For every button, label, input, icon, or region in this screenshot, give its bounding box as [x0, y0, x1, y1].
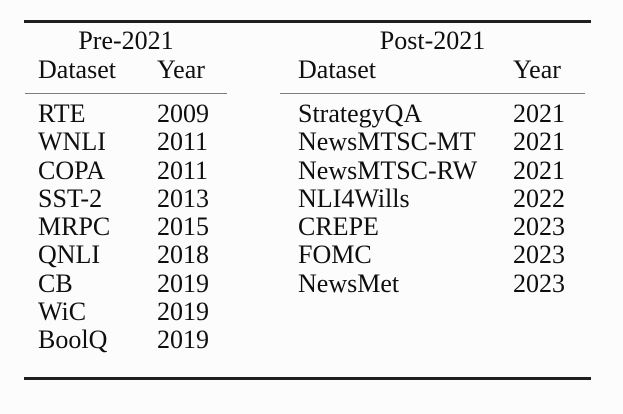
dataset-cell: COPA	[38, 155, 105, 185]
table-row: MRPC 2015	[25, 212, 227, 242]
year-cell: 2015	[157, 212, 209, 242]
table-bottom-rule	[24, 377, 591, 380]
post-2021-column-headers: Dataset Year	[280, 55, 585, 84]
pre-2021-column-group: Pre-2021 Dataset Year RTE 2009 WNLI 2011…	[25, 26, 227, 355]
table-row: QNLI 2018	[25, 240, 227, 270]
table-row: CREPE 2023	[280, 212, 585, 242]
year-cell: 2023	[513, 268, 565, 298]
dataset-cell: NewsMet	[298, 268, 400, 298]
dataset-cell: RTE	[38, 99, 86, 128]
pre-2021-dataset-column-header: Dataset	[38, 55, 116, 84]
dataset-cell: NewsMTSC-MT	[298, 127, 476, 157]
post-2021-year-column-header: Year	[513, 55, 561, 84]
table-row: RTE 2009	[25, 99, 227, 128]
dataset-cell: FOMC	[298, 240, 372, 270]
year-cell: 2009	[157, 99, 209, 128]
year-cell: 2019	[157, 325, 209, 355]
year-cell: 2023	[513, 240, 565, 270]
year-cell: 2021	[513, 99, 565, 128]
group-title-pre-2021: Pre-2021	[78, 26, 174, 55]
year-cell: 2022	[513, 183, 565, 213]
table-row: FOMC 2023	[280, 240, 585, 270]
year-cell: 2021	[513, 155, 565, 185]
table-row: SST-2 2013	[25, 183, 227, 213]
dataset-cell: BoolQ	[38, 325, 108, 355]
dataset-cell: CB	[38, 268, 73, 298]
dataset-cell: NLI4Wills	[298, 183, 410, 213]
table-row: NewsMet 2023	[280, 268, 585, 298]
post-2021-header-midrule	[280, 93, 585, 94]
table-row: WNLI 2011	[25, 127, 227, 157]
table-row: WiC 2019	[25, 297, 227, 327]
dataset-cell: QNLI	[38, 240, 101, 270]
pre-2021-header-midrule	[25, 93, 227, 94]
post-2021-column-group: Post-2021 Dataset Year StrategyQA 2021 N…	[280, 26, 585, 298]
year-cell: 2011	[157, 127, 209, 157]
table-row: NewsMTSC-RW 2021	[280, 155, 585, 185]
dataset-cell: CREPE	[298, 212, 379, 242]
dataset-cell: WNLI	[38, 127, 106, 157]
year-cell: 2023	[513, 212, 565, 242]
table-row: NewsMTSC-MT 2021	[280, 127, 585, 157]
year-cell: 2011	[157, 155, 209, 185]
pre-2021-column-headers: Dataset Year	[25, 55, 227, 84]
year-cell: 2019	[157, 268, 209, 298]
dataset-cell: MRPC	[38, 212, 111, 242]
table-row: StrategyQA 2021	[280, 99, 585, 128]
dataset-cell: StrategyQA	[298, 99, 423, 128]
table-row: COPA 2011	[25, 155, 227, 185]
post-2021-dataset-column-header: Dataset	[298, 55, 376, 84]
table-row: CB 2019	[25, 268, 227, 298]
dataset-cell: WiC	[38, 297, 87, 327]
table-row: NLI4Wills 2022	[280, 183, 585, 213]
dataset-cell: SST-2	[38, 183, 103, 213]
dataset-cell: NewsMTSC-RW	[298, 155, 478, 185]
table-row: BoolQ 2019	[25, 325, 227, 355]
year-cell: 2013	[157, 183, 209, 213]
table-top-rule	[24, 20, 591, 23]
year-cell: 2021	[513, 127, 565, 157]
post-2021-rows: StrategyQA 2021 NewsMTSC-MT 2021 NewsMTS…	[280, 94, 585, 298]
year-cell: 2019	[157, 297, 209, 327]
pre-2021-rows: RTE 2009 WNLI 2011 COPA 2011 SST-2 2013	[25, 94, 227, 355]
year-cell: 2018	[157, 240, 209, 270]
group-title-post-2021: Post-2021	[379, 26, 486, 55]
pre-2021-year-column-header: Year	[157, 55, 205, 84]
